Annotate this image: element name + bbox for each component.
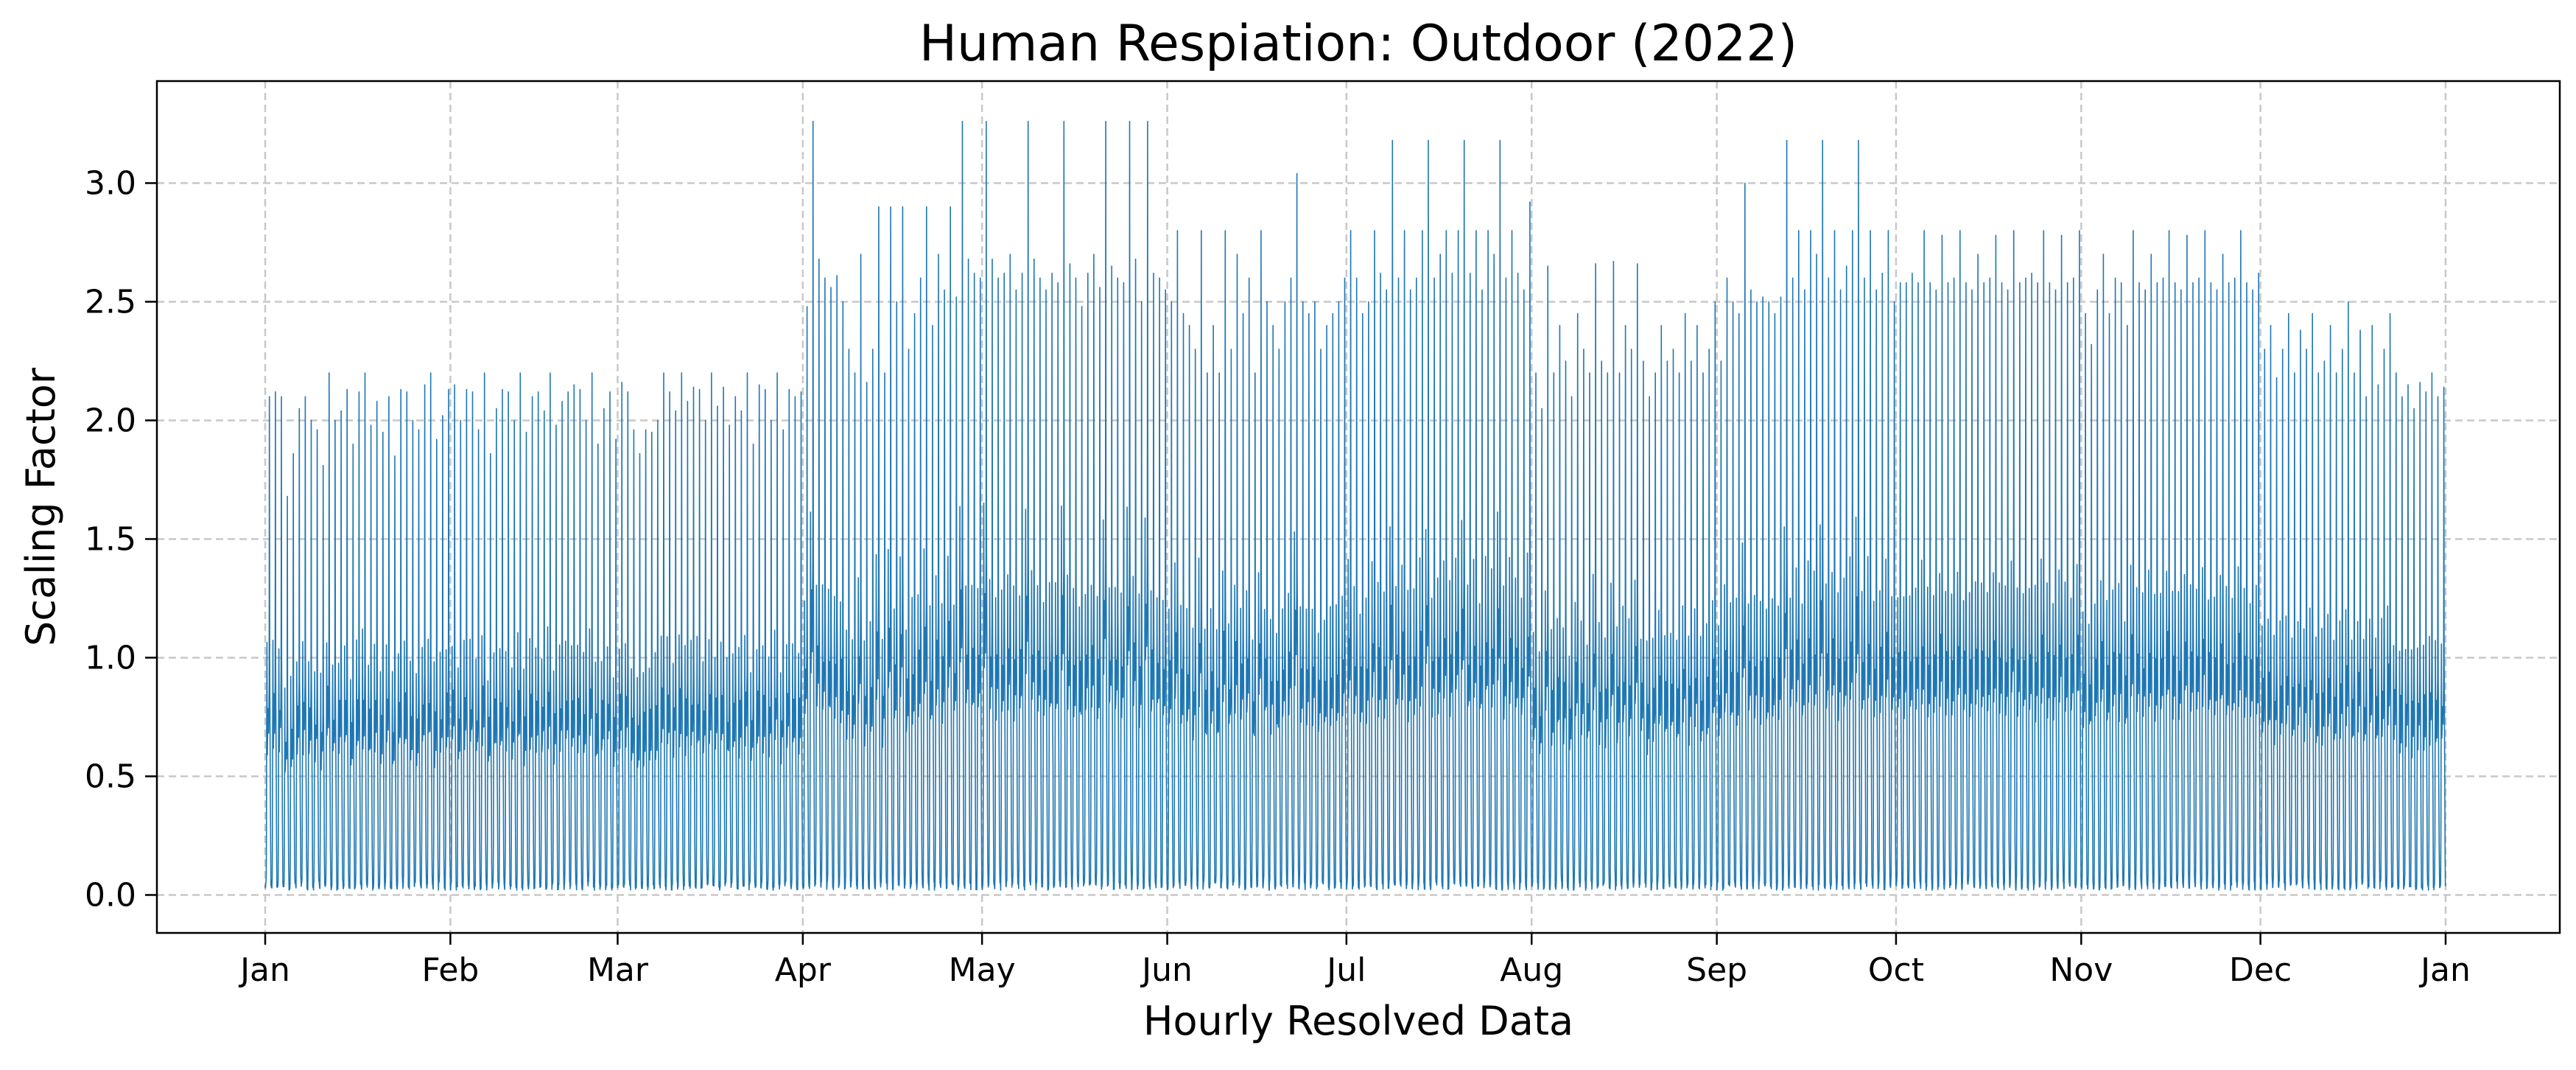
chart-title: Human Respiation: Outdoor (2022) — [919, 15, 1797, 73]
y-tick-label: 0.0 — [85, 876, 136, 914]
x-tick-label: Jun — [1140, 951, 1193, 989]
plot-area-frame — [155, 80, 2561, 934]
y-tick-label: 0.5 — [85, 758, 136, 795]
x-tick-label: Jan — [238, 951, 290, 989]
x-tick-label: Apr — [775, 951, 832, 989]
series-line — [264, 120, 2446, 891]
y-tick-label: 1.5 — [85, 520, 136, 558]
x-tick-label: Feb — [421, 951, 479, 989]
y-axis-ticks: 0.0 0.5 1.0 1.5 2.0 2.5 3.0 — [85, 164, 157, 914]
x-tick-label: Mar — [587, 951, 649, 989]
x-tick-label: Dec — [2229, 951, 2292, 989]
y-tick-label: 2.5 — [85, 283, 136, 321]
x-tick-label: Jul — [1324, 951, 1366, 989]
gridlines — [157, 81, 2560, 933]
x-tick-label: Nov — [2049, 951, 2113, 989]
x-axis-label: Hourly Resolved Data — [1143, 998, 1573, 1044]
y-axis-label: Scaling Factor — [18, 367, 64, 646]
x-tick-label: May — [949, 951, 1016, 989]
x-tick-label: Jan — [2418, 951, 2471, 989]
series-line-group — [264, 120, 2446, 891]
x-tick-label: Aug — [1500, 951, 1563, 989]
x-tick-label: Sep — [1686, 951, 1747, 989]
y-tick-label: 1.0 — [85, 639, 136, 676]
x-axis-ticks: Jan Feb Mar Apr May Jun Jul Aug Sep Oct Nov Dec Jan — [238, 933, 2471, 989]
y-tick-label: 3.0 — [85, 164, 136, 202]
y-tick-label: 2.0 — [85, 402, 136, 439]
x-tick-label: Oct — [1868, 951, 1924, 989]
